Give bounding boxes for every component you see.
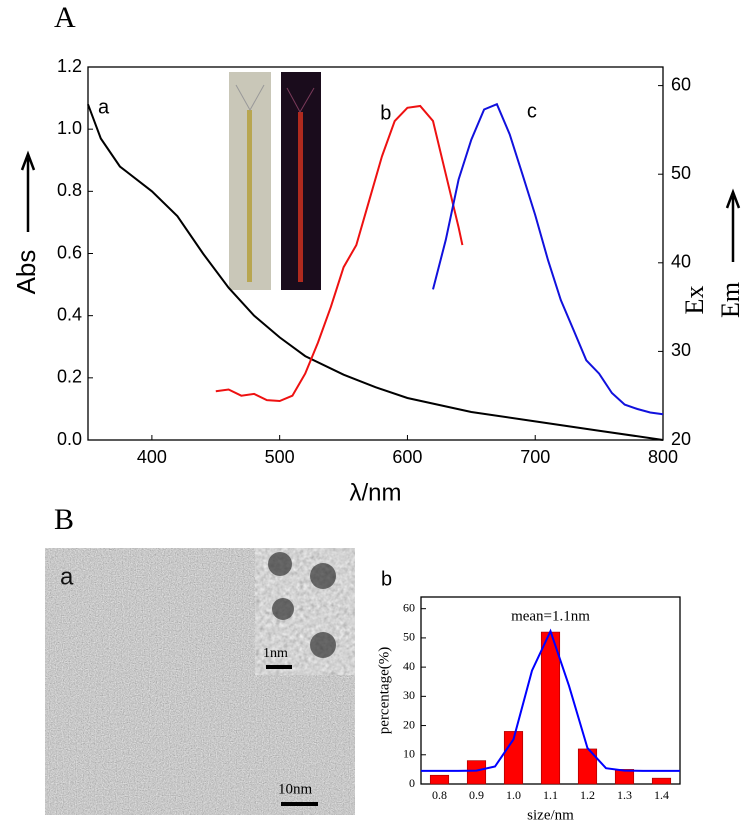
series-line bbox=[87, 103, 664, 441]
y-tick-label: 0.2 bbox=[57, 367, 82, 387]
y-tick-label: 40 bbox=[403, 659, 415, 673]
y-axis-label: Abs bbox=[11, 250, 41, 295]
y-tick-label: 0.6 bbox=[57, 242, 82, 262]
arrow bbox=[20, 150, 36, 232]
y-tick-label: 50 bbox=[403, 630, 415, 644]
photo-detail bbox=[235, 84, 265, 112]
bar bbox=[466, 760, 487, 785]
photo-detail bbox=[298, 112, 303, 282]
y2-tick-label: 20 bbox=[671, 429, 691, 449]
photo-detail bbox=[286, 87, 315, 114]
bar bbox=[429, 774, 450, 785]
particle bbox=[310, 563, 336, 589]
y-tick-label: 0.0 bbox=[57, 429, 82, 449]
image-label: a bbox=[60, 563, 74, 590]
plot-frame bbox=[87, 66, 664, 441]
y-tick-label: 30 bbox=[403, 688, 415, 702]
x-axis-label: λ/nm bbox=[349, 479, 401, 506]
x-tick-label: 0.9 bbox=[469, 788, 484, 802]
series-label: a bbox=[98, 97, 110, 119]
x-axis-label: size/nm bbox=[527, 807, 574, 823]
panel-letter: B bbox=[54, 503, 74, 536]
series-line bbox=[215, 104, 464, 403]
particle bbox=[272, 598, 294, 620]
panel-letter: A bbox=[54, 1, 76, 34]
scale-label: 10nm bbox=[278, 781, 313, 797]
particle bbox=[268, 552, 292, 576]
series-line bbox=[432, 102, 664, 416]
x-tick-label: 0.8 bbox=[432, 788, 447, 802]
x-tick-label: 800 bbox=[648, 447, 678, 467]
scale-label: 1nm bbox=[263, 646, 288, 661]
y-tick-label: 0.8 bbox=[57, 180, 82, 200]
y2-tick-label: 50 bbox=[671, 163, 691, 183]
y2-axis-label: Em bbox=[716, 282, 745, 318]
y-tick-label: 10 bbox=[403, 747, 415, 761]
x-tick-label: 500 bbox=[265, 447, 295, 467]
x-tick-label: 1.2 bbox=[580, 788, 595, 802]
x-tick-label: 400 bbox=[137, 447, 167, 467]
photo-detail bbox=[247, 110, 252, 282]
y2-axis-label: Ex bbox=[680, 286, 709, 315]
bar bbox=[540, 631, 561, 785]
panel-label: b bbox=[381, 568, 392, 590]
x-tick-label: 600 bbox=[392, 447, 422, 467]
y2-tick-label: 40 bbox=[671, 252, 691, 272]
y2-tick-label: 60 bbox=[671, 74, 691, 94]
y-axis-label: percentage(%) bbox=[376, 647, 392, 734]
x-tick-label: 1.4 bbox=[654, 788, 669, 802]
particle bbox=[310, 632, 336, 658]
bar bbox=[614, 769, 635, 785]
y-tick-label: 1.2 bbox=[57, 56, 82, 76]
x-tick-label: 1.1 bbox=[543, 788, 558, 802]
y-tick-label: 0 bbox=[409, 776, 415, 790]
annotation: mean=1.1nm bbox=[511, 608, 590, 624]
arrow bbox=[725, 188, 741, 262]
x-tick-label: 700 bbox=[520, 447, 550, 467]
x-tick-label: 1.3 bbox=[617, 788, 632, 802]
bar bbox=[651, 777, 672, 785]
y2-tick-label: 30 bbox=[671, 340, 691, 360]
series-label: c bbox=[527, 100, 537, 122]
series-label: b bbox=[380, 102, 391, 124]
x-tick-label: 1.0 bbox=[506, 788, 521, 802]
y-tick-label: 1.0 bbox=[57, 118, 82, 138]
y-tick-label: 0.4 bbox=[57, 304, 82, 324]
y-tick-label: 60 bbox=[403, 600, 415, 614]
y-tick-label: 20 bbox=[403, 717, 415, 731]
series-line bbox=[421, 628, 680, 772]
